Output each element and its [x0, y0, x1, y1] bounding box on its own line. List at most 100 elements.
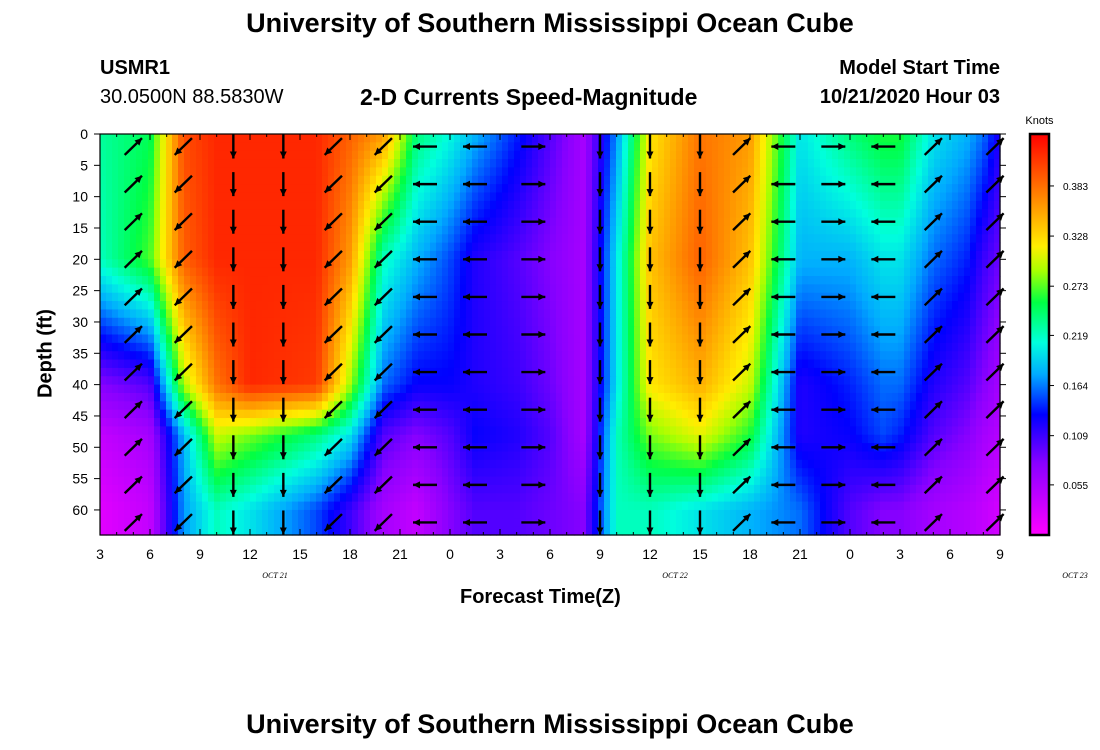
heatmap-cell: [484, 209, 491, 219]
heatmap-cell: [220, 317, 227, 327]
heatmap-cell: [496, 317, 503, 327]
heatmap-cell: [784, 267, 791, 277]
heatmap-cell: [496, 175, 503, 185]
heatmap-cell: [694, 276, 701, 285]
heatmap-cell: [328, 309, 335, 319]
heatmap-cell: [400, 200, 407, 210]
heatmap-cell: [160, 217, 167, 227]
heatmap-cell: [394, 184, 401, 194]
heatmap-cell: [964, 292, 971, 302]
heatmap-cell: [616, 234, 623, 244]
heatmap-cell: [412, 259, 419, 269]
heatmap-cell: [988, 384, 995, 394]
heatmap-cell: [958, 351, 965, 361]
heatmap-cell: [832, 276, 839, 285]
heatmap-cell: [418, 401, 425, 411]
heatmap-cell: [430, 342, 437, 352]
heatmap-cell: [592, 209, 599, 219]
heatmap-cell: [304, 401, 311, 411]
heatmap-cell: [508, 384, 515, 394]
heatmap-cell: [970, 192, 977, 202]
heatmap-cell: [358, 342, 365, 352]
heatmap-cell: [898, 367, 905, 377]
heatmap-cell: [388, 192, 395, 202]
heatmap-cell: [718, 392, 725, 402]
heatmap-cell: [346, 351, 353, 361]
heatmap-cell: [346, 376, 353, 386]
heatmap-cell: [202, 384, 209, 394]
heatmap-cell: [124, 134, 131, 143]
heatmap-cell: [430, 392, 437, 402]
heatmap-cell: [730, 217, 737, 227]
heatmap-cell: [754, 259, 761, 269]
heatmap-cell: [964, 150, 971, 160]
heatmap-cell: [508, 242, 515, 252]
heatmap-cell: [508, 225, 515, 235]
heatmap-cell: [106, 250, 113, 260]
heatmap-cell: [490, 250, 497, 260]
heatmap-cell: [952, 367, 959, 377]
heatmap-cell: [994, 134, 1001, 143]
heatmap-cell: [316, 359, 323, 369]
heatmap-cell: [784, 317, 791, 327]
heatmap-cell: [796, 301, 803, 311]
heatmap-cell: [616, 159, 623, 169]
heatmap-cell: [268, 409, 275, 419]
heatmap-cell: [298, 234, 305, 244]
heatmap-cell: [154, 217, 161, 227]
heatmap-cell: [226, 242, 233, 252]
heatmap-cell: [208, 351, 215, 361]
heatmap-cell: [778, 334, 785, 344]
heatmap-cell: [484, 234, 491, 244]
heatmap-cell: [958, 167, 965, 177]
heatmap-cell: [442, 351, 449, 361]
heatmap-cell: [904, 384, 911, 394]
heatmap-cell: [550, 142, 557, 152]
heatmap-cell: [412, 134, 419, 143]
heatmap-cell: [814, 250, 821, 260]
heatmap-cell: [136, 301, 143, 311]
heatmap-cell: [142, 267, 149, 277]
heatmap-cell: [262, 200, 269, 210]
heatmap-cell: [742, 184, 749, 194]
heatmap-cell: [592, 150, 599, 160]
heatmap-cell: [550, 392, 557, 402]
heatmap-cell: [898, 217, 905, 227]
heatmap-cell: [232, 167, 239, 177]
heatmap-cell: [226, 150, 233, 160]
heatmap-cell: [124, 342, 131, 352]
heatmap-cell: [952, 150, 959, 160]
heatmap-cell: [676, 242, 683, 252]
heatmap-cell: [208, 175, 215, 185]
heatmap-cell: [262, 292, 269, 302]
heatmap-cell: [952, 384, 959, 394]
heatmap-cell: [382, 326, 389, 336]
heatmap-cell: [826, 192, 833, 202]
heatmap-cell: [742, 309, 749, 319]
heatmap-cell: [436, 134, 443, 143]
heatmap-cell: [730, 384, 737, 394]
heatmap-cell: [412, 284, 419, 294]
heatmap-cell: [940, 276, 947, 285]
heatmap-cell: [430, 184, 437, 194]
heatmap-cell: [334, 367, 341, 377]
heatmap-cell: [808, 309, 815, 319]
heatmap-cell: [514, 367, 521, 377]
heatmap-cell: [250, 159, 257, 169]
heatmap-cell: [910, 392, 917, 402]
heatmap-cell: [262, 309, 269, 319]
heatmap-cell: [304, 326, 311, 336]
heatmap-cell: [214, 409, 221, 419]
heatmap-cell: [478, 276, 485, 285]
heatmap-cell: [568, 301, 575, 311]
heatmap-cell: [658, 134, 665, 143]
heatmap-cell: [766, 301, 773, 311]
heatmap-cell: [856, 342, 863, 352]
heatmap-cell: [682, 225, 689, 235]
heatmap-cell: [322, 309, 329, 319]
heatmap-cell: [760, 309, 767, 319]
heatmap-cell: [424, 342, 431, 352]
heatmap-cell: [268, 134, 275, 143]
heatmap-cell: [142, 192, 149, 202]
heatmap-cell: [226, 209, 233, 219]
